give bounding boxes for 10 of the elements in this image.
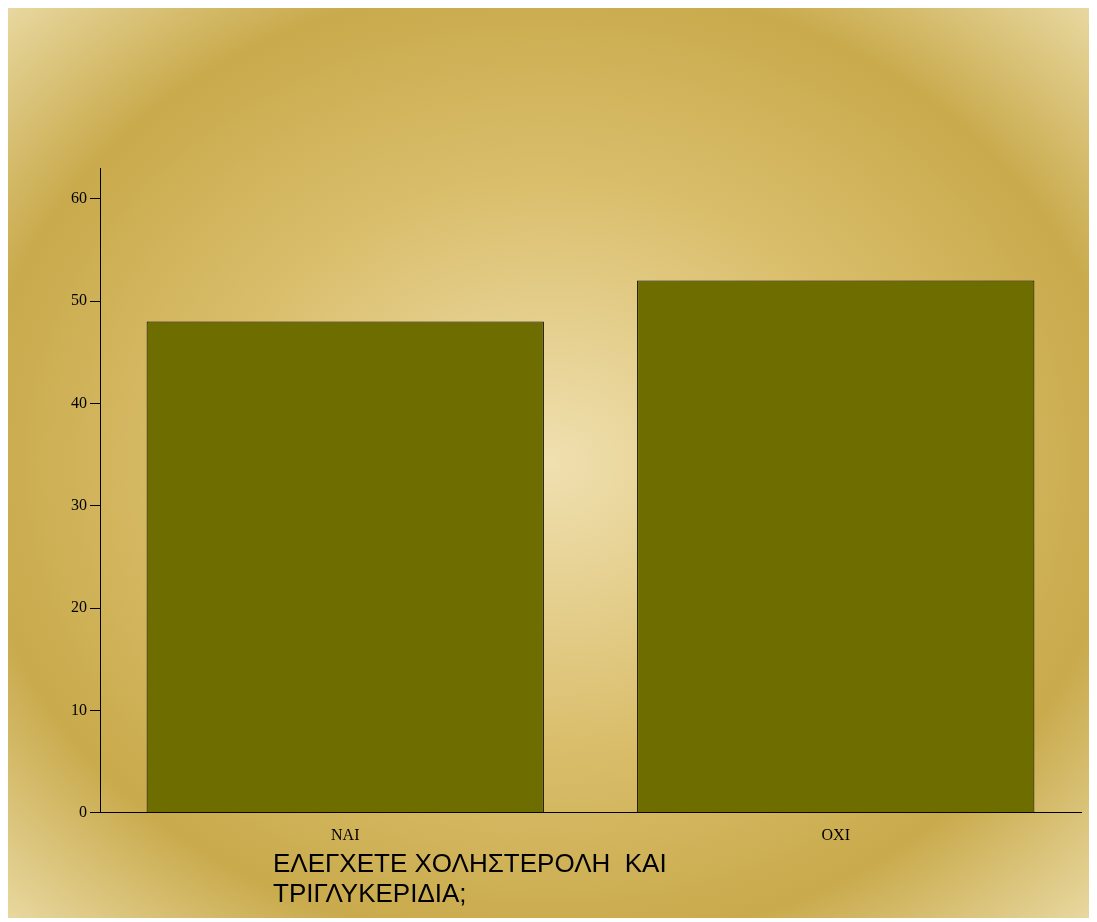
y-tick-label: 50 bbox=[71, 291, 87, 309]
y-tick-label: 20 bbox=[71, 598, 87, 616]
y-tick-label: 60 bbox=[71, 188, 87, 206]
x-tick-label: ΝΑΙ bbox=[331, 825, 360, 843]
x-axis-title: ΕΛΕΓΧΕΤΕ ΧΟΛΗΣΤΕΡΟΛΗ ΚΑΙ ΤΡΙΓΛΥΚΕΡΙΔΙΑ; bbox=[273, 848, 668, 910]
y-tick-label: 30 bbox=[71, 495, 87, 513]
y-tick-label: 0 bbox=[79, 803, 87, 820]
y-tick-label: 40 bbox=[71, 393, 87, 411]
y-tick-label: 10 bbox=[71, 700, 87, 718]
x-tick-label: ΟΧΙ bbox=[821, 825, 850, 843]
